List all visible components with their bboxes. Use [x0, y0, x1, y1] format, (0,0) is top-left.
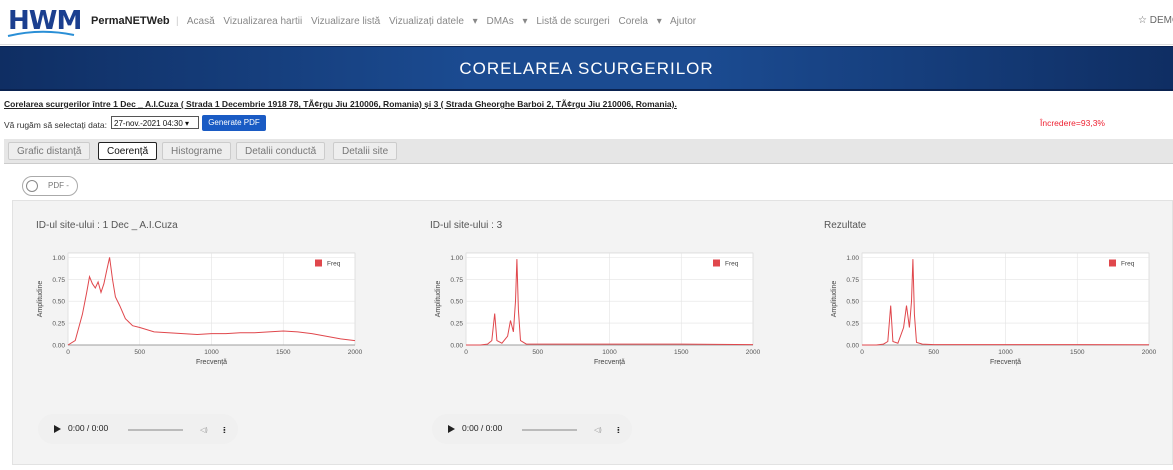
banner: CORELAREA SCURGERILOR	[0, 46, 1173, 91]
legend-label: Freq	[725, 261, 739, 268]
y-tick-label: 0.50	[52, 299, 65, 306]
banner-title: CORELAREA SCURGERILOR	[459, 59, 714, 78]
nav-link[interactable]: Vizualizați datele ▾	[389, 16, 478, 27]
user-name: DEMO	[1149, 15, 1173, 26]
chart-title: ID-ul site-ului : 1 Dec _ A.I.Cuza	[36, 220, 178, 231]
x-tick-label: 500	[928, 349, 939, 356]
x-axis-label: Frecvență	[196, 359, 227, 366]
data-line	[466, 259, 754, 346]
x-tick-label: 1000	[204, 349, 219, 356]
play-icon[interactable]	[54, 425, 62, 433]
chart: 0.00 0.25 0.50 0.75 1.00 0 500 1000 1500 2000 Frec…	[37, 252, 363, 366]
tab-active[interactable]: Coerență	[98, 142, 158, 160]
x-tick-label: 1500	[674, 349, 689, 356]
chart: 0.00 0.25 0.50 0.75 1.00 0 500 1000 1500 2000 Frec…	[435, 252, 761, 366]
tab[interactable]: Histograme	[162, 142, 232, 160]
svg-text:⋮: ⋮	[614, 427, 623, 433]
y-tick-label: 0.00	[846, 343, 859, 350]
separator: |	[176, 16, 179, 27]
y-tick-label: 0.75	[450, 277, 463, 284]
x-tick-label: 1000	[602, 349, 617, 356]
date-value: 27-nov.-2021 04:30	[114, 119, 183, 128]
nav-link[interactable]: Listă de scurgeri	[536, 16, 610, 27]
date-select[interactable]: 27-nov.-2021 04:30 ▾	[111, 116, 199, 129]
correlation-subtitle: Corelarea scurgerilor între 1 Dec _ A.I.…	[4, 99, 677, 109]
tab[interactable]: Grafic distanță	[8, 142, 91, 160]
generate-pdf-button[interactable]: Generate PDF	[202, 115, 266, 131]
nav-link[interactable]: Ajutor	[670, 16, 697, 27]
x-tick-label: 1500	[276, 349, 291, 356]
y-tick-label: 0.00	[450, 343, 463, 350]
navbar: HWM PermaNETWeb | Acasă Vizualizarea har…	[0, 0, 1173, 45]
x-tick-label: 500	[134, 349, 145, 356]
brand[interactable]: PermaNETWeb	[91, 15, 170, 27]
x-tick-label: 2000	[348, 349, 363, 356]
y-tick-label: 0.50	[846, 299, 859, 306]
legend-swatch	[713, 259, 720, 267]
y-tick-label: 0.50	[450, 299, 463, 306]
x-tick-label: 1000	[998, 349, 1013, 356]
legend-label: Freq	[327, 261, 341, 268]
audio-controls[interactable]: ◁) ⋮	[522, 427, 627, 433]
nav-link-text: DMAs	[486, 16, 514, 27]
nav-link[interactable]: DMAs ▾	[486, 16, 528, 27]
x-tick-label: 500	[532, 349, 543, 356]
x-tick-label: 0	[464, 349, 468, 356]
audio-time: 0:00 / 0:00	[68, 423, 109, 433]
x-axis-label: Frecvență	[594, 359, 625, 366]
nav-links: | Acasă Vizualizarea hartii Vizualizare …	[176, 16, 702, 27]
y-tick-label: 0.75	[846, 277, 859, 284]
audio-player[interactable]: 0:00 / 0:00 ◁) ⋮	[38, 414, 238, 444]
chart-title: ID-ul site-ului : 3	[430, 220, 503, 231]
chart-title: Rezultate	[824, 220, 867, 231]
nav-link-text: Vizualizați datele	[389, 16, 464, 27]
data-line	[862, 259, 1150, 346]
nav-link[interactable]: Vizualizarea hartii	[223, 16, 303, 27]
nav-link[interactable]: Corela ▾	[618, 16, 662, 27]
nav-link[interactable]: Acasă	[186, 16, 215, 27]
y-tick-label: 0.75	[52, 277, 65, 284]
tab[interactable]: Detalii conductă	[236, 142, 326, 160]
play-icon[interactable]	[448, 425, 456, 433]
audio-controls[interactable]: ◁) ⋮	[128, 427, 233, 433]
toggle-text: PDF -	[48, 181, 69, 190]
svg-text:◁): ◁)	[200, 427, 208, 433]
y-tick-label: 1.00	[450, 255, 463, 262]
x-tick-label: 2000	[746, 349, 761, 356]
date-label: Vă rugăm să selectați data:	[4, 120, 108, 130]
data-line	[67, 257, 356, 346]
y-tick-label: 1.00	[52, 255, 65, 262]
audio-player[interactable]: 0:00 / 0:00 ◁) ⋮	[432, 414, 632, 444]
user-menu[interactable]: ☆ DEMO	[1138, 15, 1173, 26]
y-tick-label: 0.00	[52, 343, 65, 350]
y-tick-label: 1.00	[846, 255, 859, 262]
x-tick-label: 0	[860, 349, 864, 356]
legend-swatch	[315, 259, 322, 267]
x-tick-label: 0	[66, 349, 70, 356]
toggle-knob	[26, 180, 38, 192]
pdf-toggle[interactable]: PDF -	[22, 176, 78, 196]
y-tick-label: 0.25	[52, 321, 65, 328]
svg-text:◁): ◁)	[594, 427, 602, 433]
audio-time: 0:00 / 0:00	[462, 423, 503, 433]
y-axis-label: Amplitudine	[831, 281, 838, 318]
x-axis-label: Frecvență	[990, 359, 1021, 366]
y-axis-label: Amplitudine	[435, 281, 442, 318]
tab[interactable]: Detalii site	[333, 142, 398, 160]
y-axis-label: Amplitudine	[37, 281, 44, 318]
svg-text:⋮: ⋮	[220, 427, 229, 433]
legend-label: Freq	[1121, 261, 1135, 268]
nav-link[interactable]: Vizualizare listă	[310, 16, 381, 27]
confidence: Încredere=93,3%	[1040, 118, 1105, 128]
x-tick-label: 2000	[1142, 349, 1157, 356]
logo-swoosh	[7, 30, 75, 37]
x-tick-label: 1500	[1070, 349, 1085, 356]
legend-swatch	[1109, 259, 1116, 267]
chart: 0.00 0.25 0.50 0.75 1.00 0 500 1000 1500 2000 Frec…	[831, 252, 1157, 366]
y-tick-label: 0.25	[846, 321, 859, 328]
nav-link-text: Corela	[618, 16, 648, 27]
y-tick-label: 0.25	[450, 321, 463, 328]
